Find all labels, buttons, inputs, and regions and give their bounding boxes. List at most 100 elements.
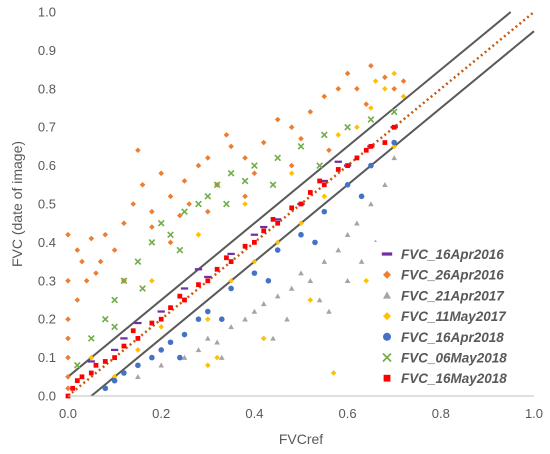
data-point-series-2 <box>65 278 71 284</box>
data-point-series-7 <box>135 336 141 341</box>
data-point-series-4 <box>288 170 295 177</box>
data-point-series-7 <box>242 243 248 249</box>
data-point-series-2 <box>93 270 99 276</box>
data-point-series-7 <box>149 320 155 326</box>
data-point-series-5 <box>274 247 281 253</box>
y-tick-labels: 0.0 0.1 0.2 0.3 0.4 0.5 0.6 0.7 0.8 0.9 1.0 <box>38 5 56 404</box>
y-tick-label: 0.1 <box>38 350 56 365</box>
data-point-series-5 <box>149 354 155 361</box>
y-tick-label: 0.0 <box>38 389 56 404</box>
data-point-series-6 <box>101 315 109 323</box>
data-point-series-1 <box>334 160 342 163</box>
data-point-series-7 <box>391 124 397 130</box>
data-point-series-2 <box>167 193 174 200</box>
data-point-series-2 <box>88 235 95 242</box>
data-point-series-4 <box>321 193 328 200</box>
data-point-series-6 <box>134 258 142 265</box>
data-point-series-4 <box>307 297 314 303</box>
data-point-series-7 <box>196 282 201 288</box>
data-point-series-5 <box>177 354 183 361</box>
y-axis-title: FVC (date of image) <box>9 141 25 267</box>
data-point-series-5 <box>195 316 202 323</box>
data-point-series-3 <box>368 201 374 207</box>
data-point-series-2 <box>205 155 211 161</box>
data-point-series-4 <box>372 78 379 84</box>
data-point-series-6 <box>213 181 221 189</box>
data-point-series-2 <box>79 258 85 265</box>
data-point-series-2 <box>288 162 295 169</box>
data-point-series-2 <box>335 86 342 92</box>
data-point-series-4 <box>382 86 388 92</box>
data-point-series-7 <box>335 167 341 172</box>
data-point-series-2 <box>177 212 183 219</box>
legend-label: FVC_16Apr2018 <box>401 330 504 345</box>
data-point-series-3 <box>274 293 281 299</box>
x-tick-label: 0.2 <box>152 406 170 421</box>
data-point-series-2 <box>321 93 328 100</box>
data-point-series-4 <box>391 70 397 77</box>
data-point-series-2 <box>368 62 374 69</box>
data-point-series-3 <box>326 308 332 314</box>
data-point-series-4 <box>368 105 374 111</box>
data-point-series-2 <box>288 124 295 130</box>
legend-background <box>369 242 537 393</box>
data-point-series-1 <box>250 233 259 236</box>
data-point-series-3 <box>260 301 267 307</box>
data-point-series-7 <box>182 297 187 303</box>
data-point-series-3 <box>214 339 220 345</box>
data-point-series-6 <box>157 219 165 227</box>
data-point-series-6 <box>251 162 258 169</box>
data-point-series-7 <box>289 205 295 211</box>
data-point-series-6 <box>344 123 351 131</box>
data-point-series-2 <box>149 224 155 230</box>
data-point-series-2 <box>97 258 104 265</box>
data-point-series-3 <box>358 258 365 264</box>
data-point-series-7 <box>307 190 313 195</box>
data-point-series-3 <box>382 182 388 188</box>
data-point-series-3 <box>307 278 314 284</box>
data-point-series-4 <box>400 93 407 100</box>
data-point-series-5 <box>228 285 234 292</box>
data-point-series-6 <box>87 335 95 342</box>
data-point-series-3 <box>335 247 342 253</box>
data-point-series-6 <box>195 200 202 208</box>
data-point-series-6 <box>176 246 184 254</box>
data-point-series-2 <box>111 247 118 253</box>
data-point-series-1 <box>180 287 189 290</box>
y-tick-label: 0.7 <box>38 120 56 135</box>
data-point-series-5 <box>368 162 374 169</box>
data-point-series-5 <box>344 182 351 188</box>
data-point-series-2 <box>326 147 332 154</box>
data-point-series-2 <box>205 208 211 215</box>
data-point-series-4 <box>149 278 155 284</box>
data-point-series-7 <box>275 220 281 226</box>
data-point-series-4 <box>88 354 95 361</box>
legend-marker-3 <box>383 291 391 299</box>
data-point-series-2 <box>74 297 81 303</box>
data-point-series-3 <box>158 362 164 368</box>
data-point-series-1 <box>120 337 128 340</box>
reference-line-2 <box>67 11 512 378</box>
data-point-series-2 <box>74 247 81 253</box>
legend-marker-1 <box>381 252 393 256</box>
data-point-series-7 <box>368 144 374 149</box>
data-point-series-7 <box>228 259 234 264</box>
data-point-series-2 <box>391 86 397 92</box>
legend-label: FVC_21Apr2017 <box>401 288 505 303</box>
legend-marker-4 <box>383 312 391 321</box>
data-point-series-4 <box>135 347 141 353</box>
x-tick-labels: 0.0 0.2 0.4 0.6 0.8 1.0 <box>59 406 543 421</box>
data-point-series-4 <box>391 143 397 150</box>
data-point-series-7 <box>382 140 388 145</box>
data-point-series-3 <box>270 335 276 341</box>
data-point-series-3 <box>321 258 328 264</box>
data-point-series-4 <box>228 278 234 284</box>
data-point-series-3 <box>205 335 211 341</box>
data-point-series-6 <box>181 208 188 216</box>
data-point-series-2 <box>135 147 141 154</box>
data-point-series-2 <box>65 316 71 322</box>
legend-label: FVC_11May2017 <box>401 309 507 324</box>
data-point-series-3 <box>288 285 295 291</box>
x-tick-label: 0.0 <box>59 406 77 421</box>
data-point-series-4 <box>274 239 281 246</box>
